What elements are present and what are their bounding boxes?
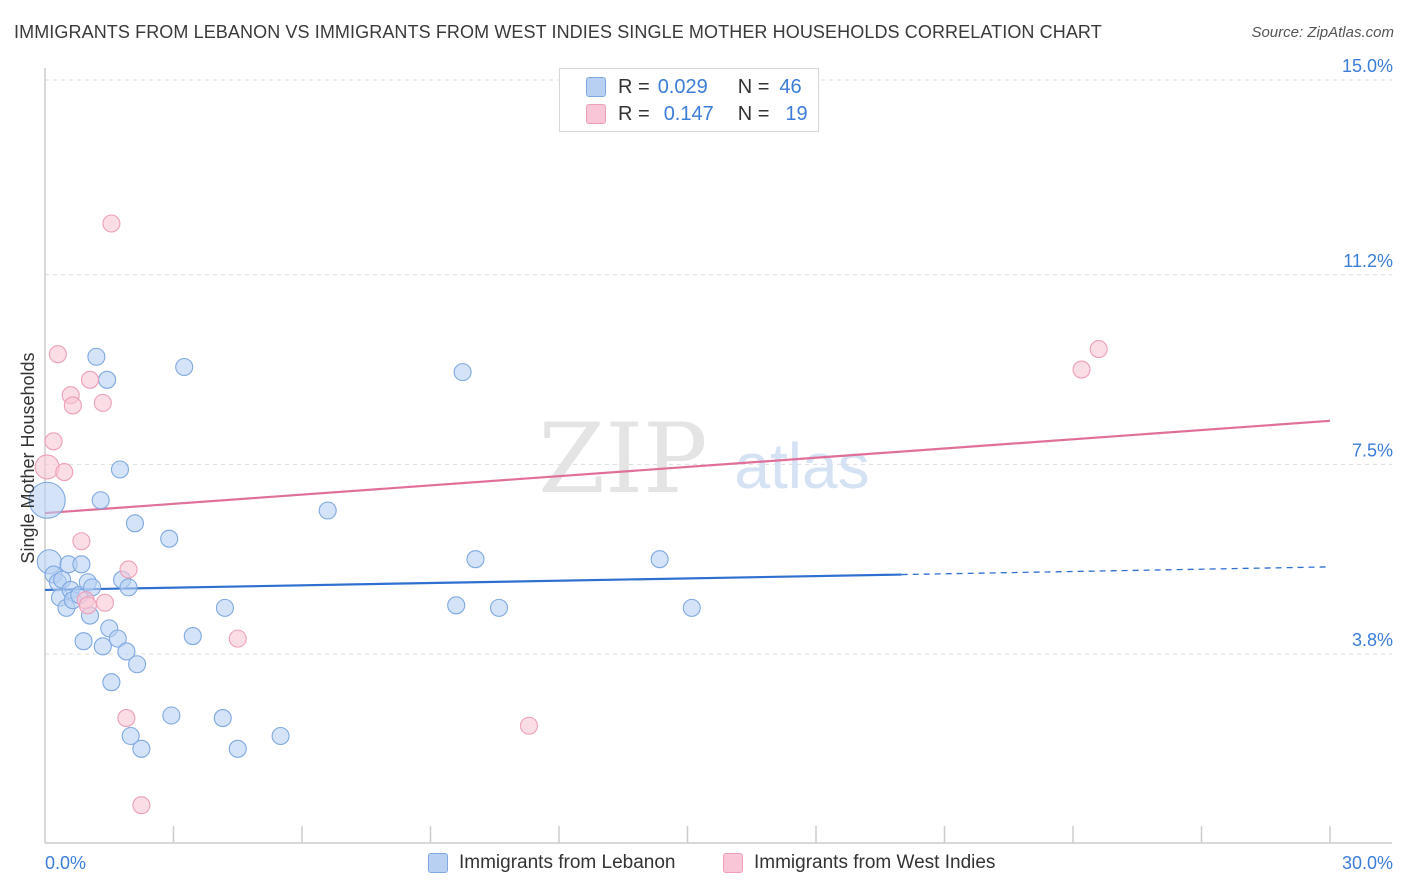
point-lebanon [110,460,130,479]
series-legend-label: Immigrants from Lebanon [459,852,676,873]
point-lebanon [215,598,234,617]
series-legend-label: Immigrants from West Indies [754,852,996,873]
point-west-indies [102,214,121,233]
watermark-zip: ZIP [538,403,707,515]
chart-title: IMMIGRANTS FROM LEBANON VS IMMIGRANTS FR… [14,22,1102,42]
legend-swatch-blue [428,853,448,873]
legend-r-label: R = [618,75,650,98]
trend-line-west-indies [44,419,1331,515]
point-west-indies [72,532,91,551]
point-lebanon [91,491,110,510]
legend-n-value: 19 [785,102,808,125]
point-lebanon [87,347,106,366]
point-lebanon [175,357,194,377]
point-lebanon [213,709,232,728]
point-lebanon [74,632,93,651]
series-legend: Immigrants from Lebanon Immigrants from … [0,850,1406,880]
point-lebanon [228,739,247,758]
legend-r-value: 0.147 [663,102,714,125]
point-lebanon [125,514,144,533]
trend-line-lebanon [44,573,902,592]
point-west-indies [519,716,539,735]
point-lebanon [132,739,151,758]
point-lebanon [160,529,179,548]
point-lebanon [119,578,138,597]
legend-swatch-pink [586,104,606,124]
point-lebanon [162,706,181,725]
y-tick-label: 15.0% [1342,56,1393,76]
point-west-indies [63,396,82,415]
point-west-indies [119,560,138,579]
y-tick-label: 7.5% [1352,440,1393,460]
point-west-indies [55,463,74,482]
series-legend-west-indies: Immigrants from West Indies [723,852,995,874]
point-lebanon [183,627,202,646]
legend-n-label: N = [737,102,770,125]
point-west-indies [1089,340,1108,359]
tick-labels: 3.8% 7.5% 11.2% 15.0% 0.0% 30.0% [45,56,1393,873]
point-lebanon [453,363,472,382]
legend-n-value: 46 [779,75,802,98]
point-west-indies [95,593,115,612]
legend-r-value: 0.029 [657,75,708,98]
point-lebanon [128,655,147,674]
y-tick-label: 3.8% [1352,630,1393,650]
point-lebanon [121,726,140,746]
point-west-indies [48,345,67,364]
point-west-indies [78,596,97,615]
point-lebanon [489,598,509,617]
legend-r-label: R = [618,102,650,125]
point-lebanon [28,481,66,519]
legend-n-label: N = [737,75,770,98]
point-west-indies [80,370,100,389]
point-lebanon [98,370,117,389]
series-legend-lebanon: Immigrants from Lebanon [428,852,676,874]
point-west-indies [228,629,247,648]
stats-legend: R = 0.029 N = 46 R = 0.147 N = 19 [559,68,819,132]
point-lebanon [650,550,669,569]
axes [44,68,1392,844]
legend-swatch-blue [586,77,606,97]
point-lebanon [447,596,466,615]
point-west-indies [132,796,151,815]
legend-swatch-pink [723,853,743,873]
point-lebanon [117,642,136,661]
point-west-indies [1072,360,1091,379]
legend-row-lebanon: R = 0.029 N = 46 [586,74,802,100]
point-lebanon [93,637,112,656]
point-lebanon [72,555,91,574]
source-label: Source: ZipAtlas.com [1251,24,1394,41]
point-lebanon [682,598,701,617]
watermark: ZIP atlas [538,403,869,515]
point-lebanon [102,673,121,692]
point-lebanon [108,629,127,648]
trend-lines [44,419,1331,592]
point-west-indies [117,709,136,728]
legend-row-west-indies: R = 0.147 N = 19 [586,101,808,127]
point-west-indies [93,393,112,412]
grid-lines [45,79,1392,655]
point-lebanon [466,550,485,569]
x-tick-label: 30.0% [1342,853,1393,873]
point-lebanon [318,501,337,520]
trend-line-extension [901,566,1331,576]
watermark-atlas: atlas [734,430,869,502]
data-points [28,214,1108,815]
point-lebanon [271,726,290,746]
y-axis-label: Single Mother Households [18,352,38,564]
y-tick-label: 11.2% [1343,251,1393,271]
point-west-indies [44,432,63,451]
x-tick-label: 0.0% [45,853,86,873]
